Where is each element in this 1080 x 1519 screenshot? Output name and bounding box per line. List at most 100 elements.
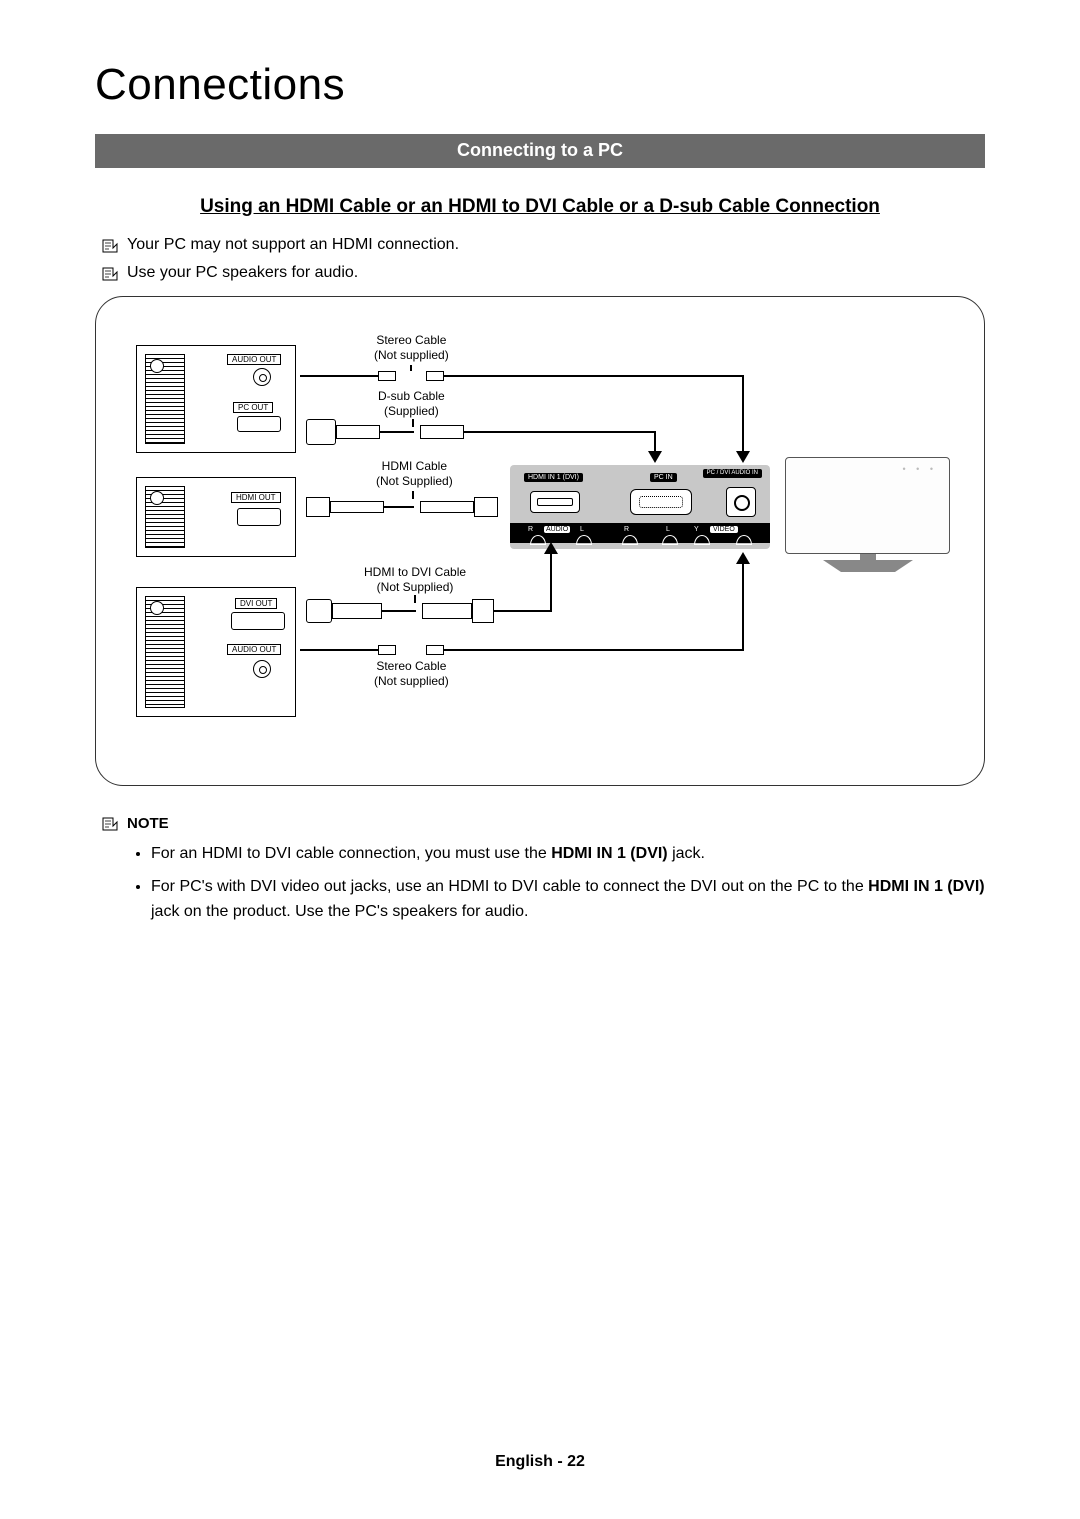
connection-diagram: AUDIO OUT PC OUT HDMI OUT DVI OUT AUDIO … (95, 296, 985, 786)
connector-dvi (306, 599, 332, 623)
wire (550, 552, 552, 612)
rca-jack (622, 535, 638, 545)
arrow-icon (736, 552, 750, 564)
port-dvi-out (231, 612, 285, 630)
strip-label-r2: R (624, 526, 629, 533)
strip-label-y: Y (694, 526, 699, 533)
note-item: For PC's with DVI video out jacks, use a… (151, 875, 985, 925)
rca-jack (694, 535, 710, 545)
cable-label-hdmi: HDMI Cable(Not Supplied) (376, 459, 453, 489)
strip-label-l: L (580, 526, 584, 533)
label-hdmi-in: HDMI IN 1 (DVI) (524, 473, 583, 482)
tv-monitor: • • • (785, 457, 950, 572)
label-audio-in: PC / DVI AUDIO IN (703, 469, 762, 478)
wire (742, 562, 744, 651)
connector-stereo (378, 645, 396, 655)
port-audio-out (253, 368, 271, 386)
port-vga-out (237, 416, 281, 432)
connector-hdmi-plug (420, 501, 474, 513)
jack-pc-in (630, 489, 692, 515)
note-heading: NOTE (101, 814, 985, 832)
cable-label-hdmi-dvi: HDMI to DVI Cable(Not Supplied) (364, 565, 466, 595)
note-list: For an HDMI to DVI cable connection, you… (151, 842, 985, 924)
pc-vent (145, 596, 185, 708)
rca-strip: R AUDIO L R L Y VIDEO (510, 523, 770, 543)
note-icon (101, 236, 119, 254)
page-content: Connections Connecting to a PC Using an … (95, 60, 985, 932)
tv-rear-panel: HDMI IN 1 (DVI) PC IN PC / DVI AUDIO IN … (510, 465, 770, 549)
arrow-icon (648, 451, 662, 463)
connector-hdmi (474, 497, 498, 517)
intro-bullet-text: Use your PC speakers for audio. (127, 264, 358, 282)
port-audio-out-2 (253, 660, 271, 678)
port-label-hdmi-out: HDMI OUT (231, 492, 281, 503)
wire (464, 431, 656, 433)
wire (300, 649, 380, 651)
pc-device-dvi: DVI OUT AUDIO OUT (136, 587, 296, 717)
cable-label-stereo-bot: Stereo Cable(Not supplied) (374, 659, 449, 689)
pc-device-vga: AUDIO OUT PC OUT (136, 345, 296, 453)
wire (300, 375, 380, 377)
connector-hdmi (472, 599, 494, 623)
note-section: NOTE For an HDMI to DVI cable connection… (95, 814, 985, 924)
connector-vga-plug (336, 425, 380, 439)
note-icon (101, 264, 119, 282)
wire (742, 375, 744, 453)
jack-hdmi-in (530, 491, 580, 513)
wire (414, 595, 416, 603)
wire (444, 649, 744, 651)
note-item: For an HDMI to DVI cable connection, you… (151, 842, 985, 867)
chapter-title: Connections (95, 60, 985, 110)
wire (444, 375, 744, 377)
strip-label-r: R (528, 526, 533, 533)
rca-jack (736, 535, 752, 545)
wire (494, 610, 552, 612)
rca-jack (576, 535, 592, 545)
connector-vga-plug (420, 425, 464, 439)
wire (384, 506, 414, 508)
wire (412, 419, 414, 427)
arrow-icon (736, 451, 750, 463)
intro-bullet: Use your PC speakers for audio. (101, 264, 985, 282)
sub-heading: Using an HDMI Cable or an HDMI to DVI Ca… (95, 196, 985, 218)
wire (412, 491, 414, 499)
cable-label-dsub: D-sub Cable(Supplied) (378, 389, 445, 419)
connector-vga (306, 419, 336, 445)
pc-device-hdmi: HDMI OUT (136, 477, 296, 557)
port-hdmi-out (237, 508, 281, 526)
connector-stereo (378, 371, 396, 381)
wire (410, 365, 412, 371)
jack-audio-in (726, 487, 756, 517)
connector-hdmi (306, 497, 330, 517)
label-pc-in: PC IN (650, 473, 677, 482)
port-label-dvi-out: DVI OUT (235, 598, 277, 609)
connector-hdmi-plug (422, 603, 472, 619)
pc-vent (145, 354, 185, 444)
note-title-text: NOTE (127, 815, 169, 832)
connector-stereo (426, 371, 444, 381)
strip-label-video: VIDEO (710, 526, 738, 533)
connector-dvi-plug (332, 603, 382, 619)
note-icon (101, 814, 119, 832)
strip-label-l2: L (666, 526, 670, 533)
arrow-icon (544, 542, 558, 554)
cable-label-stereo-top: Stereo Cable(Not supplied) (374, 333, 449, 363)
section-bar: Connecting to a PC (95, 134, 985, 168)
strip-label-audio: AUDIO (544, 526, 570, 533)
connector-stereo (426, 645, 444, 655)
wire (380, 431, 414, 433)
intro-bullet-text: Your PC may not support an HDMI connecti… (127, 236, 459, 254)
tv-dots: • • • (903, 464, 937, 474)
port-label-audio-out: AUDIO OUT (227, 354, 281, 365)
page-footer: English - 22 (0, 1453, 1080, 1471)
connector-hdmi-plug (330, 501, 384, 513)
intro-bullet: Your PC may not support an HDMI connecti… (101, 236, 985, 254)
wire (654, 431, 656, 453)
port-label-audio-out-2: AUDIO OUT (227, 644, 281, 655)
port-label-pc-out: PC OUT (233, 402, 273, 413)
tv-stand (823, 560, 913, 572)
tv-screen: • • • (785, 457, 950, 554)
pc-vent (145, 486, 185, 548)
wire (382, 610, 416, 612)
rca-jack (662, 535, 678, 545)
